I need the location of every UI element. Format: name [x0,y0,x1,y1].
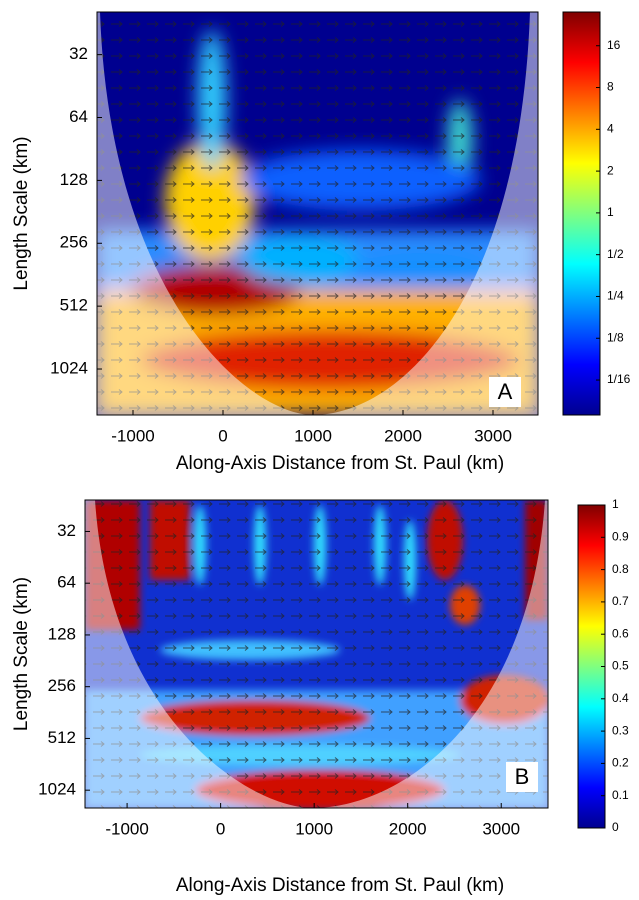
x-tick-label: 3000 [474,426,512,445]
colorbar-tick-label: 0.3 [612,723,629,737]
y-tick-label: 256 [48,676,76,695]
y-tick-label: 32 [57,521,76,540]
plot-frame [96,11,539,416]
x-tick-label: -1000 [111,426,154,445]
panel-label-box [489,377,521,407]
x-tick-label: 3000 [482,819,520,838]
colorbar-tick-label: 0 [612,820,619,834]
y-tick-label: 256 [60,233,88,252]
heatmap [85,500,548,808]
chart-panel: -1000 0 1000 2000 30003264128256512102400.10… [11,497,629,896]
y-tick-label: 128 [60,170,88,189]
colorbar-tick-label: 0.8 [612,562,629,576]
panel-label-box [506,762,538,792]
colorbar-tick-label: 4 [607,121,614,135]
colorbar-tick-label: 1 [612,497,619,511]
colorbar-tick-label: 1/2 [607,247,624,261]
colorbar-tick-label: 0.9 [612,529,629,543]
x-tick-label: 1000 [295,819,333,838]
panel-label: B [515,764,530,789]
x-tick-label: 1000 [294,426,332,445]
y-tick-label: 64 [57,573,76,592]
x-axis-label: Along-Axis Distance from St. Paul (km) [176,875,504,896]
colorbar-tick-label: 2 [607,163,614,177]
colorbar-tick-label: 8 [607,80,614,94]
colorbar-tick-label: 16 [607,38,621,52]
colorbar-ticks: 1/16 1/8 1/4 1/2 1 2 4 8 16 [596,38,631,386]
x-tick-label: -1000 [105,819,148,838]
colorbar-tick-label: 0.5 [612,659,629,673]
y-tick-label: 1024 [38,780,76,799]
x-tick-label: 0 [216,819,225,838]
colorbar-tick-label: 0.4 [612,691,629,705]
y-tick-label: 64 [69,107,88,126]
colorbar-tick-label: 1/8 [607,330,624,344]
colorbar-ticks: 0 0.1 0.2 0.3 0.4 0.5 0.6 0.7 0.8 0.9 1 [601,497,629,834]
heatmap [97,12,538,415]
panel-label: A [498,379,513,404]
y-tick-label: 128 [48,624,76,643]
colorbar-tick-label: 0.6 [612,626,629,640]
y-tick-label: 512 [48,728,76,747]
y-axis-label: Length Scale (km) [11,136,32,290]
x-tick-label: 0 [218,426,227,445]
chart-panel: -1000 0 1000 2000 3000326412825651210241/161… [11,38,631,474]
y-tick-label: 32 [69,44,88,63]
colorbar [577,504,606,829]
plot-frame [84,499,549,809]
colorbar-tick-label: 0.7 [612,594,629,608]
colorbar-tick-label: 0.1 [612,788,629,802]
x-axis-label: Along-Axis Distance from St. Paul (km) [176,453,504,474]
x-tick-label: 2000 [389,819,427,838]
colorbar [562,11,601,416]
y-tick-label: 512 [60,296,88,315]
y-tick-label: 1024 [50,359,88,378]
colorbar-tick-label: 1/16 [607,372,631,386]
colorbar-tick-label: 1 [607,205,614,219]
y-axis-label: Length Scale (km) [11,577,32,731]
colorbar-tick-label: 0.2 [612,756,629,770]
x-tick-label: 2000 [384,426,422,445]
colorbar-tick-label: 1/4 [607,289,624,303]
